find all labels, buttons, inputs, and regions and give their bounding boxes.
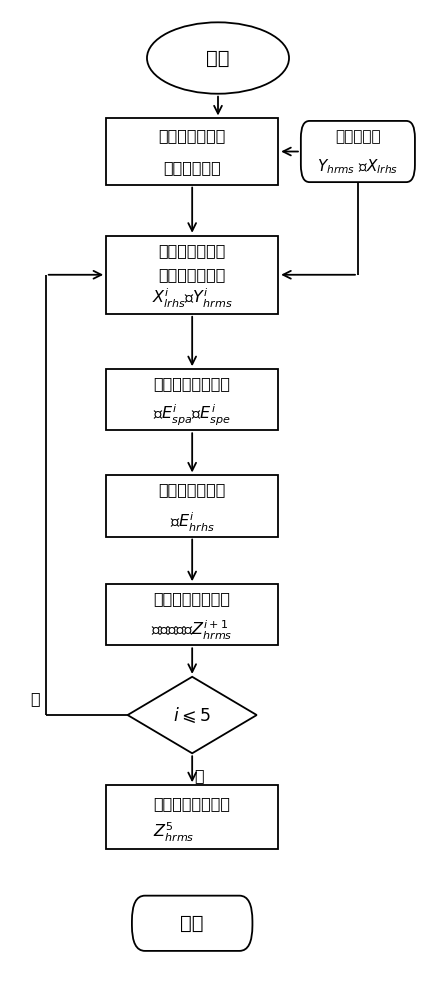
Polygon shape (128, 677, 257, 753)
Text: $X^i_{lrhs}$和$Y^i_{hrms}$: $X^i_{lrhs}$和$Y^i_{hrms}$ (152, 287, 232, 310)
Text: 高光谱图像$Z^{i+1}_{hrms}$: 高光谱图像$Z^{i+1}_{hrms}$ (151, 619, 233, 642)
FancyBboxPatch shape (132, 896, 252, 951)
Text: 训练更新网络: 训练更新网络 (164, 160, 221, 175)
Text: 训练数据集: 训练数据集 (335, 129, 381, 144)
Text: 输出最终融合结果: 输出最终融合结果 (153, 796, 231, 811)
FancyBboxPatch shape (106, 118, 278, 185)
FancyBboxPatch shape (301, 121, 415, 182)
Text: 差$E^i_{hrhs}$: 差$E^i_{hrhs}$ (170, 510, 215, 534)
Text: 否: 否 (194, 769, 204, 784)
Ellipse shape (147, 22, 289, 94)
FancyBboxPatch shape (106, 369, 278, 430)
Text: 到低空分辨图像: 到低空分辨图像 (158, 267, 226, 282)
Text: 构建退化模型并: 构建退化模型并 (158, 128, 226, 143)
FancyBboxPatch shape (106, 475, 278, 537)
FancyBboxPatch shape (106, 236, 278, 314)
Text: $Y_{hrms}$ 和$X_{lrhs}$: $Y_{hrms}$ 和$X_{lrhs}$ (317, 157, 399, 176)
Text: 更新高空间分辨率: 更新高空间分辨率 (153, 591, 231, 606)
FancyBboxPatch shape (106, 584, 278, 645)
Text: 获取残差融合残: 获取残差融合残 (158, 482, 226, 497)
Text: $Z^5_{hrms}$: $Z^5_{hrms}$ (153, 821, 195, 844)
Text: 差$E^i_{spa}$和$E^i_{spe}$: 差$E^i_{spa}$和$E^i_{spe}$ (153, 403, 231, 428)
Text: 开始: 开始 (206, 49, 230, 68)
FancyBboxPatch shape (106, 785, 278, 849)
Text: 计算空间和光谱残: 计算空间和光谱残 (153, 376, 231, 391)
Text: 是: 是 (30, 692, 40, 707)
Text: 结束: 结束 (181, 914, 204, 933)
Text: $i\leqslant5$: $i\leqslant5$ (174, 705, 211, 725)
Text: 利用退化网络得: 利用退化网络得 (158, 243, 226, 258)
